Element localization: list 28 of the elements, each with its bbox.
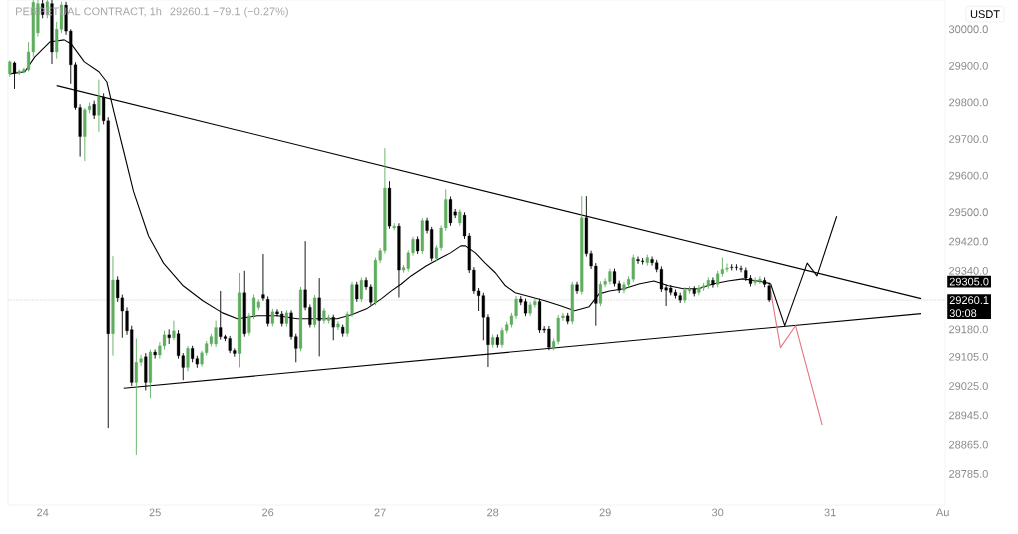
y-tick-label: 29800.0: [949, 98, 988, 107]
text: 29305.0: [949, 277, 989, 286]
x-tick-label: 29: [599, 508, 611, 517]
x-tick-label: 27: [374, 508, 386, 517]
y-tick-label: 29180.0: [949, 325, 988, 334]
text: 30:08: [949, 309, 977, 318]
ref-line-label: 29260.1: [949, 296, 989, 305]
y-tick-label: 29600.0: [949, 171, 988, 180]
y-tick-label: 28945.0: [949, 411, 988, 420]
y-tick-label: 29700.0: [949, 135, 988, 143]
x-tick-label: 28: [487, 508, 499, 517]
y-tick-label: 29105.0: [949, 352, 988, 361]
x-tick-label: 30: [711, 508, 724, 517]
text: USDT: [970, 10, 1000, 19]
x-tick-label: 26: [262, 508, 274, 517]
y-tick-label: 29340.0: [949, 266, 988, 275]
x-tick-label: Au: [935, 508, 949, 517]
x-tick-label: 25: [149, 508, 161, 517]
y-tick-label: 29900.0: [949, 61, 988, 70]
y-tick-label: 28785.0: [949, 469, 988, 478]
x-tick-label: 24: [37, 508, 49, 517]
y-tick-label: 29500.0: [949, 208, 988, 217]
y-tick-label: 29025.0: [949, 382, 988, 390]
y-tick-label: 28865.0: [949, 440, 988, 449]
text: 29260.1 −79.1 (−0.27%): [170, 7, 288, 18]
y-tick-label: 30000.0: [948, 25, 988, 34]
y-tick-label: 29420.0: [949, 237, 988, 246]
x-tick-label: 31: [824, 508, 836, 517]
